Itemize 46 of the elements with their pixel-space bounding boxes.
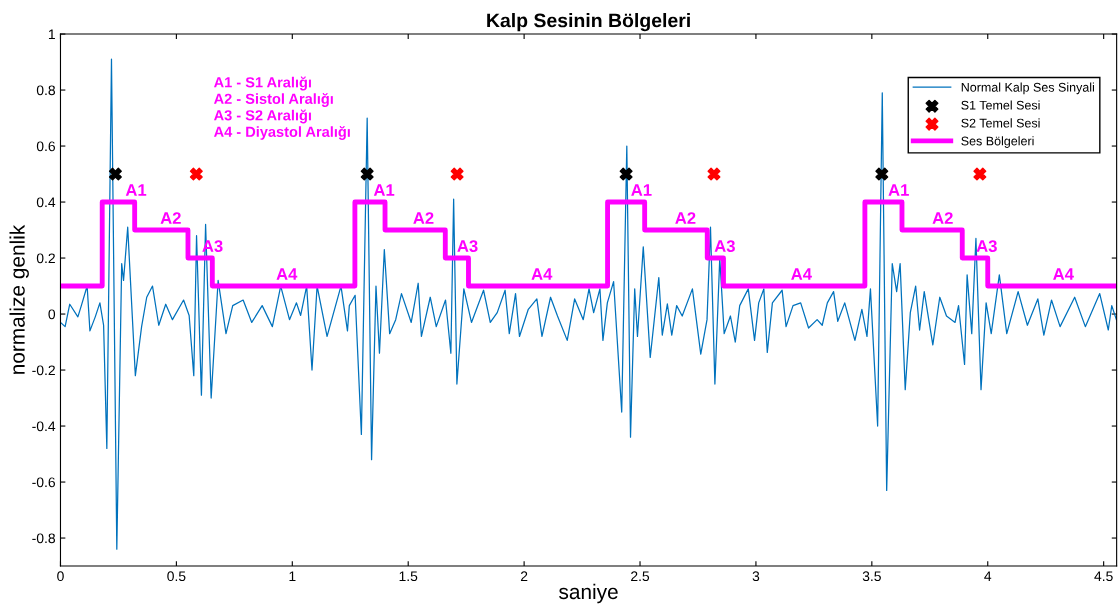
x-tick-label: 0: [57, 571, 64, 582]
y-tick-label: 0.8: [36, 85, 56, 96]
annotation: A2 - Sistol Aralığı: [213, 93, 333, 107]
annotation: A3: [714, 240, 735, 252]
y-tick-label: -0.4: [32, 421, 56, 432]
annotation: A3: [457, 240, 478, 252]
annotation: A1 - S1 Aralığı: [213, 76, 311, 91]
annotation: A4: [531, 268, 553, 280]
y-axis-title: normalize genlik: [9, 224, 29, 374]
annotation: A4: [276, 268, 298, 280]
annotation: A4: [791, 268, 812, 280]
x-tick-label: 1: [289, 571, 296, 581]
annotation: A1: [125, 184, 147, 196]
annotation: A2: [413, 212, 434, 224]
x-tick-label: 1.5: [399, 571, 418, 582]
x-tick-label: 4: [984, 571, 992, 581]
y-tick-label: 1: [48, 29, 55, 40]
y-tick-label: -0.8: [32, 533, 56, 544]
annotation: A1: [373, 184, 395, 196]
x-tick-label: 2: [520, 571, 528, 581]
y-tick-label: -0.6: [32, 477, 56, 488]
legend-label: Normal Kalp Ses Sinyali: [961, 82, 1094, 95]
annotation: A2: [932, 212, 953, 224]
annotation: A2: [675, 212, 696, 224]
line-series: [60, 58, 1117, 550]
annotation: A1: [631, 184, 652, 196]
legend-label: Ses Bölgeleri: [961, 136, 1034, 148]
y-tick-label: 0.4: [36, 197, 56, 208]
y-tick-label: 0.6: [36, 141, 56, 152]
legend-label: S2 Temel Sesi: [961, 118, 1040, 128]
x-tick-label: 2.5: [631, 571, 650, 582]
x-tick-label: 4.5: [1094, 571, 1113, 582]
x-axis-title: saniye: [559, 583, 618, 604]
annotation: A4 - Diyastol Aralığı: [213, 126, 350, 140]
y-tick-label: 0.2: [36, 253, 55, 264]
annotation: A2: [160, 212, 181, 224]
x-tick-label: 0.5: [167, 571, 186, 582]
annotation: A3 - S2 Aralığı: [213, 109, 311, 124]
y-tick-label: 0: [48, 309, 56, 320]
legend-label: S1 Temel Sesi: [961, 100, 1040, 110]
chart-title: Kalp Sesinin Bölgeleri: [487, 13, 690, 32]
y-tick-label: -0.2: [32, 365, 55, 376]
annotation: A1: [888, 184, 909, 196]
x-tick-label: 3.5: [862, 571, 881, 582]
annotation: A4: [1053, 268, 1074, 280]
x-tick-label: 3: [752, 571, 760, 582]
